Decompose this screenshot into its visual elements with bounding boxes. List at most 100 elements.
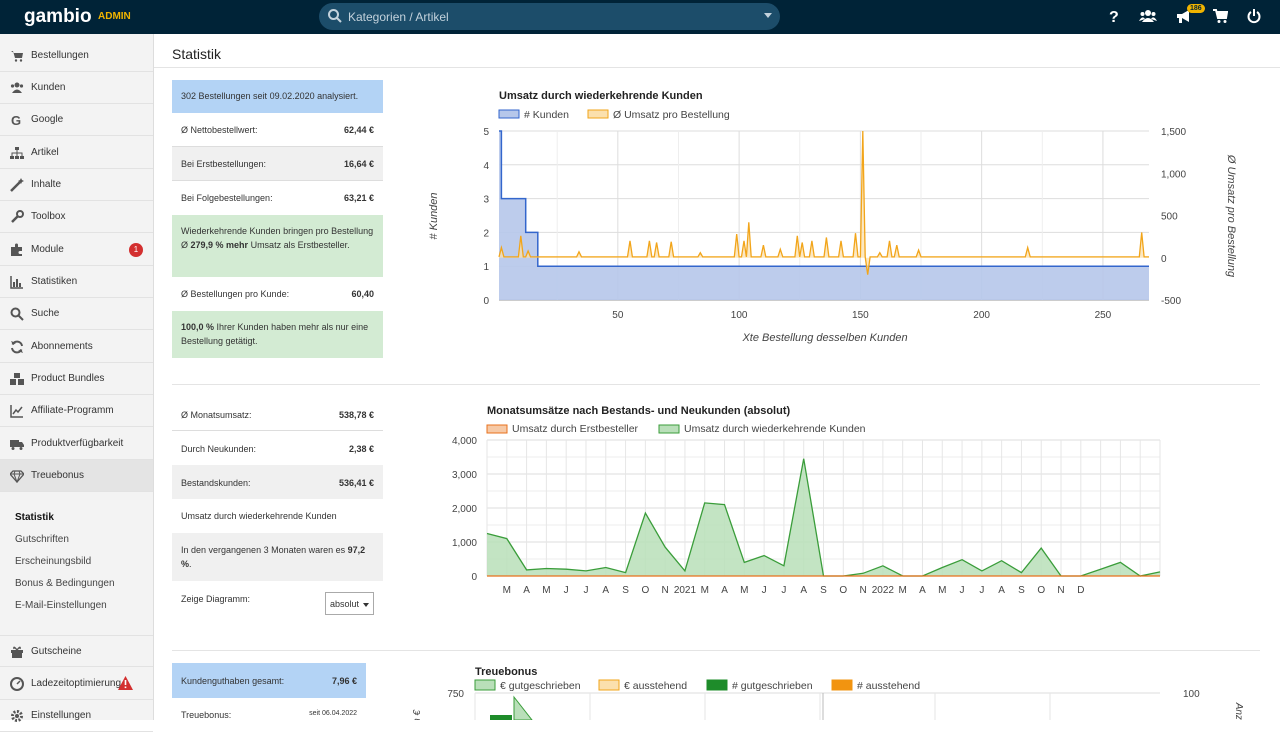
x-tick-label: M bbox=[740, 585, 748, 596]
y-tick-label: 3,000 bbox=[452, 470, 477, 481]
x-tick-label: M bbox=[899, 585, 907, 596]
chart-icon bbox=[10, 276, 23, 289]
y-tick-label: 0 bbox=[483, 296, 489, 307]
x-tick-label: J bbox=[564, 585, 569, 596]
sidebar-item-statistiken[interactable]: Statistiken bbox=[0, 266, 153, 298]
y2-tick-label: 100 bbox=[1183, 689, 1200, 700]
search-icon bbox=[328, 9, 342, 23]
subnav-gutschriften[interactable]: Gutschriften bbox=[15, 534, 69, 545]
y2-tick-label: 500 bbox=[1161, 212, 1178, 223]
subnav-email-einstellungen[interactable]: E-Mail-Einstellungen bbox=[15, 600, 107, 611]
search-input[interactable]: Kategorien / Artikel bbox=[348, 10, 449, 24]
x-tick-label: D bbox=[1077, 585, 1084, 596]
sidebar-item-ladezeitoptimierung[interactable]: Ladezeitoptimierung bbox=[0, 668, 153, 700]
sidebar-item-artikel[interactable]: Artikel bbox=[0, 137, 153, 169]
x-tick-label: A bbox=[602, 585, 609, 596]
sidebar-item-einstellungen[interactable]: Einstellungen bbox=[0, 700, 153, 732]
legend-swatch bbox=[474, 679, 496, 691]
series-area-gutgeschrieben bbox=[513, 695, 533, 720]
sidebar-item-bestellungen[interactable]: Bestellungen bbox=[0, 40, 153, 72]
sidebar-item-toolbox[interactable]: Toolbox bbox=[0, 201, 153, 233]
subnav-bonus-bedingungen[interactable]: Bonus & Bedingungen bbox=[15, 578, 115, 589]
stat-neukunden: Durch Neukunden: 2,38 € bbox=[181, 444, 374, 454]
stat-erstbestellungen: Bei Erstbestellungen: 16,64 € bbox=[172, 147, 383, 181]
sidebar-item-google[interactable]: G Google bbox=[0, 104, 153, 136]
search-box[interactable]: Kategorien / Artikel bbox=[319, 3, 780, 30]
stat-bestellungen-pro-kunde: Ø Bestellungen pro Kunde: 60,40 bbox=[181, 289, 374, 299]
legend-label: Umsatz durch wiederkehrende Kunden bbox=[684, 423, 866, 435]
x-tick-label: S bbox=[820, 585, 827, 596]
sidebar-item-label: Treuebonus bbox=[31, 470, 84, 481]
x-tick-label: O bbox=[1037, 585, 1045, 596]
cart-icon bbox=[11, 51, 23, 62]
x-tick-label: M bbox=[701, 585, 709, 596]
y2-axis-label: Ø Umsatz pro Bestellung bbox=[1225, 154, 1237, 278]
warning-icon bbox=[118, 676, 133, 690]
series-line-kunden bbox=[499, 130, 1149, 267]
x-tick-label: 2021 bbox=[674, 585, 697, 596]
sidebar-item-module[interactable]: Module 1 bbox=[0, 234, 153, 266]
x-tick-label: S bbox=[1018, 585, 1025, 596]
x-tick-label: O bbox=[641, 585, 649, 596]
sidebar-item-produktverfuegbarkeit[interactable]: Produktverfügbarkeit bbox=[0, 428, 153, 460]
google-icon: G bbox=[11, 113, 21, 127]
users-icon bbox=[10, 82, 24, 93]
help-icon[interactable]: ? bbox=[1108, 8, 1120, 24]
sidebar-item-label: Suche bbox=[31, 308, 60, 319]
x-tick-label: J bbox=[960, 585, 965, 596]
stat-bestandskunden: Bestandskunden: 536,41 € bbox=[172, 465, 383, 499]
sidebar-item-label: Bestellungen bbox=[31, 50, 89, 61]
sidebar-item-label: Statistiken bbox=[31, 276, 78, 287]
y-axis-label: # Kunden bbox=[428, 192, 440, 239]
legend-swatch bbox=[498, 109, 520, 119]
legend-swatch bbox=[658, 424, 680, 434]
stat-folgebestellungen: Bei Folgebestellungen: 63,21 € bbox=[181, 193, 374, 203]
note-3-monate: In den vergangenen 3 Monaten waren es 97… bbox=[172, 533, 383, 581]
bar-gutgeschrieben bbox=[490, 715, 512, 720]
cart-icon[interactable] bbox=[1212, 8, 1228, 24]
sidebar-item-label: Product Bundles bbox=[31, 373, 105, 384]
chart-treuebonus: Treuebonus € gutgeschrieben € ausstehend # … bbox=[412, 666, 1244, 720]
legend-swatch bbox=[706, 679, 728, 691]
x-tick-label: A bbox=[721, 585, 728, 596]
x-tick-label: 50 bbox=[612, 310, 624, 321]
megaphone-icon[interactable] bbox=[1176, 8, 1192, 24]
users-icon[interactable] bbox=[1139, 8, 1157, 24]
sidebar-item-product-bundles[interactable]: Product Bundles bbox=[0, 363, 153, 395]
chart-monatsumsaetze: Monatsumsätze nach Bestands- und Neukund… bbox=[452, 405, 1161, 596]
y2-tick-label: 1,500 bbox=[1161, 127, 1186, 138]
sidebar-item-treuebonus[interactable]: Treuebonus bbox=[0, 460, 153, 492]
sidebar-item-inhalte[interactable]: Inhalte bbox=[0, 169, 153, 201]
power-icon[interactable] bbox=[1247, 8, 1261, 24]
y2-axis-label: Anzahl bbox=[1233, 702, 1244, 720]
y-tick-label: 0 bbox=[471, 572, 477, 583]
module-badge: 1 bbox=[129, 243, 143, 257]
y-tick-label: 3 bbox=[483, 195, 489, 206]
magic-icon bbox=[10, 178, 24, 192]
top-bar: gambio ADMIN Kategorien / Artikel ? 186 bbox=[0, 0, 1280, 34]
subnav-statistik[interactable]: Statistik bbox=[15, 512, 54, 523]
chevron-down-icon[interactable] bbox=[764, 13, 772, 19]
legend-swatch bbox=[587, 109, 609, 119]
legend-label: # ausstehend bbox=[857, 680, 920, 692]
x-tick-label: 150 bbox=[852, 310, 869, 321]
y-tick-label: 1,000 bbox=[452, 538, 477, 549]
gambio-logo[interactable]: gambio bbox=[24, 6, 92, 27]
sidebar-item-affiliate-programm[interactable]: Affiliate-Programm bbox=[0, 395, 153, 427]
diagram-selector-row: Zeige Diagramm: bbox=[181, 594, 251, 604]
legend-label: # gutgeschrieben bbox=[732, 680, 813, 692]
x-tick-label: A bbox=[800, 585, 807, 596]
subnav-erscheinungsbild[interactable]: Erscheinungsbild bbox=[15, 556, 92, 567]
diagram-select[interactable]: absolut bbox=[325, 592, 374, 615]
sidebar-item-abonnements[interactable]: Abonnements bbox=[0, 331, 153, 363]
sidebar-item-kunden[interactable]: Kunden bbox=[0, 72, 153, 104]
series-area-kunden bbox=[499, 131, 1149, 300]
x-tick-label: M bbox=[542, 585, 550, 596]
x-tick-label: N bbox=[859, 585, 866, 596]
cogs-icon bbox=[11, 710, 23, 722]
divider bbox=[172, 384, 1260, 385]
sidebar-item-suche[interactable]: Suche bbox=[0, 298, 153, 330]
y-tick-label: 4,000 bbox=[452, 436, 477, 447]
x-tick-label: J bbox=[583, 585, 588, 596]
sidebar-item-gutscheine[interactable]: Gutscheine bbox=[0, 635, 153, 667]
